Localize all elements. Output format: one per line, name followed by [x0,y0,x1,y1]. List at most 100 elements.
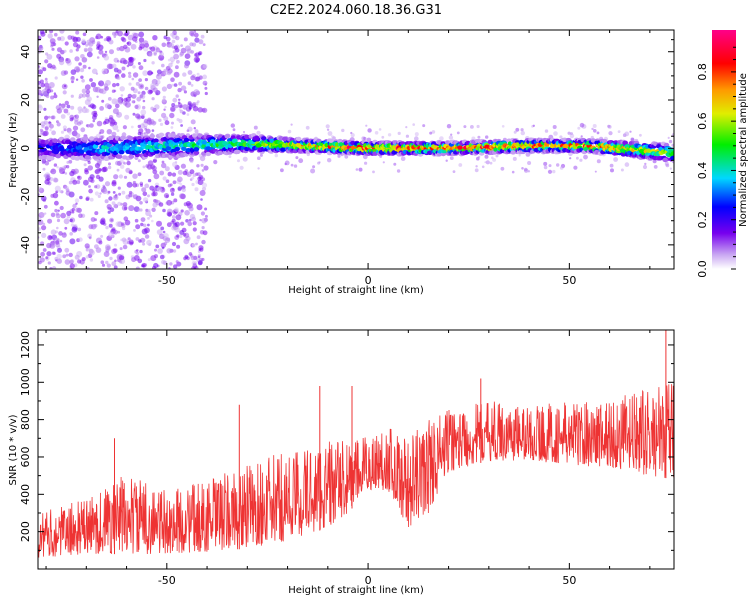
heatmap-scatter-cell [191,176,195,180]
heatmap-ridge-cell [183,137,190,143]
heatmap-scatter-cell [202,43,206,46]
heatmap-scatter-cell [121,66,126,71]
heatmap-scatter-cell [164,105,167,109]
heatmap-scatter-cell [75,30,80,35]
heatmap-scatter-cell [544,129,549,133]
heatmap-scatter-cell [237,159,240,163]
heatmap-ridge-cell [52,138,58,143]
heatmap-ridge-cell [116,154,123,159]
heatmap-scatter-cell [121,190,126,195]
heatmap-scatter-cell [82,32,87,37]
heatmap-scatter-cell [580,135,583,138]
heatmap-scatter-cell [91,68,98,75]
heatmap-scatter-cell [200,198,203,201]
heatmap-scatter-cell [132,65,136,69]
heatmap-ridge-cell [107,135,114,141]
heatmap-scatter-cell [137,131,142,136]
heatmap-scatter-cell [188,252,193,256]
heatmap-scatter-cell [481,165,485,169]
heatmap-scatter-cell [53,177,59,183]
heatmap-scatter-cell [153,262,159,269]
heatmap-scatter-cell [127,34,134,41]
heatmap-ridge-cell [670,151,674,156]
spectrogram-ticks: -50 0 50 -40 -20 0 20 40 [19,30,674,287]
heatmap-ridge-cell [282,136,288,142]
heatmap-scatter-cell [163,241,168,246]
heatmap-scatter-cell [167,212,172,217]
heatmap-scatter-cell [104,118,110,125]
heatmap-scatter-cell [156,229,163,236]
snr-panel: -50 0 50 200 400 600 800 1000 1200 Height of str… [8,329,675,596]
heatmap-scatter-cell [446,124,452,129]
heatmap-scatter-cell [143,58,147,63]
heatmap-scatter-cell [474,168,479,173]
heatmap-scatter-cell [163,68,167,73]
heatmap-scatter-cell [195,242,198,246]
heatmap-scatter-cell [66,160,70,164]
heatmap-scatter-cell [144,227,150,234]
heatmap-scatter-cell [198,39,204,45]
heatmap-scatter-cell [156,186,163,193]
heatmap-scatter-cell [138,78,143,82]
heatmap-scatter-cell [175,94,179,98]
heatmap-scatter-cell [47,86,52,91]
heatmap-scatter-cell [74,56,80,62]
heatmap-ridge-cell [253,136,260,141]
heatmap-scatter-cell [167,58,171,62]
heatmap-scatter-cell [161,162,167,169]
heatmap-scatter-cell [188,218,192,222]
heatmap-scatter-cell [242,156,248,162]
heatmap-scatter-cell [374,131,379,135]
heatmap-scatter-cell [193,32,199,38]
heatmap-scatter-cell [45,80,49,84]
heatmap-scatter-cell [106,129,113,135]
heatmap-scatter-cell [112,191,116,194]
heatmap-scatter-cell [511,170,515,174]
heatmap-ridge-cell [118,150,125,155]
heatmap-scatter-cell [171,172,177,177]
heatmap-scatter-cell [53,163,58,167]
heatmap-scatter-cell [64,41,69,46]
heatmap-scatter-cell [88,104,91,108]
heatmap-scatter-cell [107,210,111,214]
heatmap-scatter-cell [378,128,382,131]
heatmap-scatter-cell [84,168,89,173]
heatmap-scatter-cell [166,83,173,90]
heatmap-scatter-cell [121,222,125,226]
heatmap-scatter-cell [201,257,205,262]
heatmap-scatter-cell [119,260,123,264]
heatmap-scatter-cell [92,119,96,123]
heatmap-scatter-cell [162,95,166,99]
heatmap-scatter-cell [108,223,113,228]
heatmap-scatter-cell [431,130,436,134]
heatmap-scatter-cell [100,220,105,225]
heatmap-scatter-cell [105,79,111,86]
heatmap-scatter-cell [664,161,669,166]
heatmap-scatter-cell [173,45,179,50]
heatmap-scatter-cell [150,255,157,262]
heatmap-scatter-cell [73,36,78,41]
heatmap-scatter-cell [88,188,93,194]
heatmap-scatter-cell [43,174,47,178]
heatmap-scatter-cell [520,128,524,132]
heatmap-scatter-cell [187,221,192,227]
heatmap-scatter-cell [81,57,88,63]
heatmap-scatter-cell [155,185,159,188]
heatmap-scatter-cell [463,125,467,129]
heatmap-scatter-cell [103,251,110,257]
heatmap-ridge-cell [590,138,597,143]
heatmap-scatter-cell [42,67,47,72]
heatmap-scatter-cell [93,112,98,118]
heatmap-scatter-cell [202,230,208,236]
heatmap-scatter-cell [167,183,172,188]
heatmap-ridge-cell [128,154,135,159]
heatmap-scatter-cell [176,244,181,249]
heatmap-scatter-cell [190,255,196,261]
heatmap-scatter-cell [59,36,65,42]
heatmap-scatter-cell [101,167,107,173]
heatmap-scatter-cell [138,46,143,51]
heatmap-scatter-cell [170,32,175,37]
heatmap-scatter-cell [113,229,118,235]
heatmap-scatter-cell [171,215,176,219]
spectrogram-ylabel: Frequency (Hz) [8,112,19,188]
